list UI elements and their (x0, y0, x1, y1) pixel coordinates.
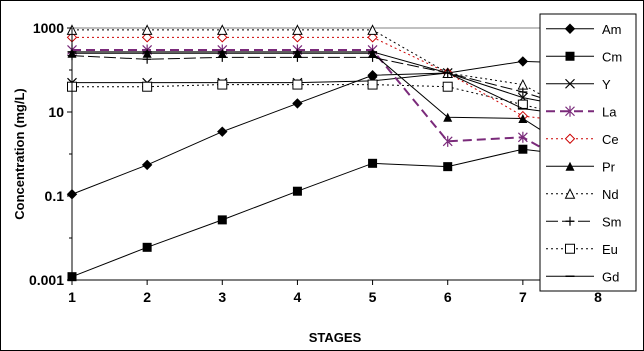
data-point-eu (142, 81, 153, 92)
data-point-eu (517, 99, 528, 110)
series-line-ce (72, 36, 599, 126)
legend-marker-sm (565, 216, 575, 226)
x-tick-label: 3 (218, 289, 226, 305)
series-line-am (71, 60, 599, 195)
series-layer (66, 24, 604, 282)
data-point-nd (216, 24, 228, 35)
legend-item-y: Y (546, 77, 611, 92)
plot-border (71, 27, 599, 281)
legend-marker-nd (564, 188, 576, 199)
data-point-nd (292, 24, 303, 35)
data-point-am (517, 56, 529, 67)
legend-label-eu: Eu (602, 242, 618, 257)
data-point-cm (217, 215, 227, 225)
legend-marker-am (564, 23, 576, 34)
legend-label-cm: Cm (602, 49, 622, 64)
series-line-eu (72, 84, 599, 124)
data-point-pr (518, 114, 528, 124)
y-tick-label: 10 (48, 104, 64, 120)
data-point-ce (217, 32, 228, 43)
data-point-sm (368, 52, 378, 62)
y-tick-label: 0.001 (29, 272, 64, 288)
data-point-sm (292, 52, 302, 62)
legend-item-am: Am (546, 22, 622, 37)
series-line-sm (71, 55, 599, 117)
legend-item-nd: Nd (546, 187, 619, 202)
legend-label-la: La (602, 104, 617, 119)
x-tick-label: 4 (294, 289, 302, 305)
series-line-y (72, 72, 599, 113)
legend-label-gd: Gd (602, 269, 619, 284)
data-point-sm (518, 87, 528, 97)
data-point-nd (367, 24, 378, 35)
data-point-pr (443, 112, 453, 122)
series-am (66, 56, 604, 200)
data-point-cm (443, 162, 453, 172)
legend-label-y: Y (602, 77, 611, 92)
x-tick-label: 2 (143, 289, 151, 305)
x-tick-label: 5 (369, 289, 377, 305)
x-axis-title: STAGES (309, 330, 362, 345)
x-tick-label: 8 (594, 289, 602, 305)
data-point-eu (442, 81, 453, 92)
legend-label-pr: Pr (602, 159, 616, 174)
data-point-eu (367, 79, 378, 90)
legend-item-pr: Pr (546, 159, 616, 174)
data-point-pr (142, 48, 152, 58)
data-point-ce (141, 32, 153, 43)
legend-item-cm: Cm (546, 49, 622, 64)
x-tick-label: 7 (519, 289, 527, 305)
series-gd (67, 51, 603, 120)
legend-marker-ce (564, 133, 576, 144)
legend-item-gd: Gd (546, 269, 619, 284)
data-point-ce (292, 32, 303, 43)
data-point-cm (142, 242, 152, 252)
data-point-ce (367, 32, 378, 43)
legend-marker-la (565, 105, 575, 117)
legend-marker-eu (565, 243, 575, 254)
data-point-am (141, 159, 153, 171)
legend-label-ce: Ce (602, 132, 619, 147)
series-line-cm (71, 148, 599, 278)
data-point-cm (292, 186, 302, 196)
legend-item-eu: Eu (546, 242, 618, 257)
legend: Am Cm Y La Ce Pr Nd Sm Eu Gd (539, 13, 637, 292)
y-tick-label: 0.1 (45, 188, 65, 204)
data-point-cm (368, 158, 378, 168)
data-point-nd (141, 24, 153, 35)
plot-area (71, 27, 599, 281)
series-line-la (72, 48, 599, 181)
legend-marker-pr (565, 161, 575, 171)
data-point-am (292, 98, 303, 109)
x-tick-label: 1 (68, 289, 76, 305)
legend-box (539, 13, 637, 292)
series-line-nd (72, 29, 599, 128)
y-axis-title: Concentration (mg/L) (12, 88, 27, 219)
data-point-cm (518, 144, 528, 154)
data-point-am (217, 126, 228, 137)
legend-marker-cm (565, 51, 575, 61)
data-point-la (442, 135, 453, 147)
legend-label-sm: Sm (602, 214, 622, 229)
legend-item-la: La (546, 104, 617, 119)
data-point-sm (217, 52, 227, 62)
data-point-eu (292, 79, 303, 90)
legend-item-sm: Sm (546, 214, 622, 229)
legend-label-nd: Nd (602, 187, 619, 202)
data-point-sm (142, 54, 152, 64)
legend-marker-y (565, 78, 575, 89)
series-line-gd (72, 51, 599, 120)
series-line-pr (72, 52, 599, 168)
data-point-eu (217, 79, 228, 90)
y-tick-label: 1000 (33, 20, 64, 36)
legend-item-ce: Ce (546, 132, 619, 147)
data-point-la (517, 131, 528, 143)
x-tick-label: 6 (444, 289, 452, 305)
legend-label-am: Am (602, 22, 622, 37)
